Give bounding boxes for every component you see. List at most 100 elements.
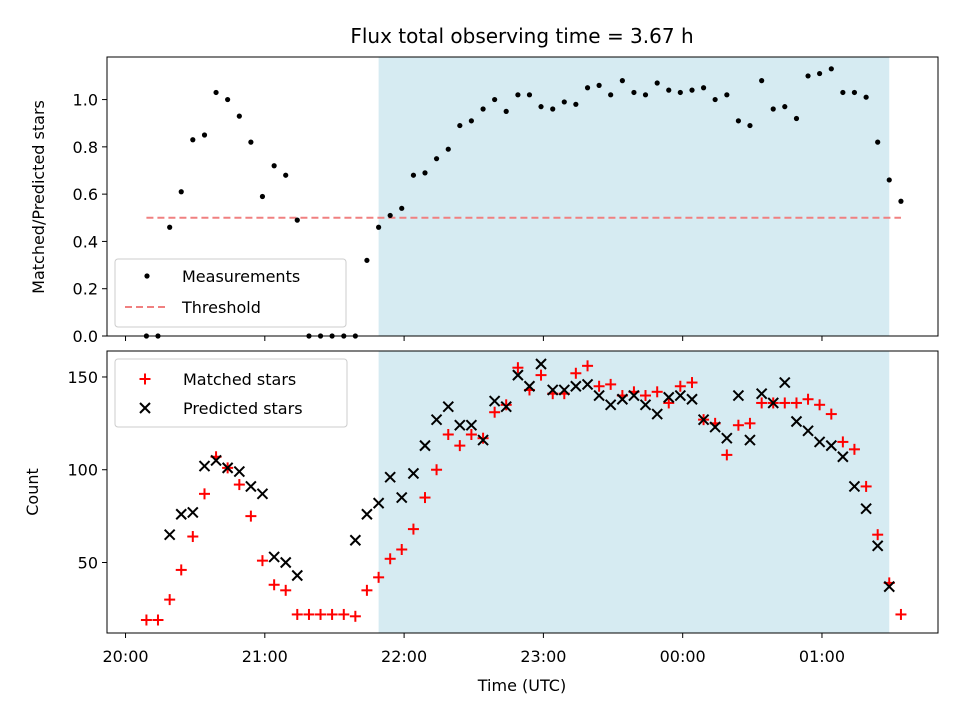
predicted-star-point bbox=[558, 384, 570, 396]
measurement-point bbox=[480, 106, 486, 112]
ratio-legend-box bbox=[114, 258, 347, 328]
matched-star-point bbox=[686, 377, 698, 389]
matched-star-point bbox=[245, 510, 257, 522]
matched-star-point bbox=[431, 464, 443, 476]
predicted-star-point bbox=[755, 387, 768, 400]
matched-star-point bbox=[187, 531, 199, 543]
predicted-star-point bbox=[419, 439, 431, 452]
predicted-star-point bbox=[570, 380, 582, 392]
measurement-point bbox=[190, 137, 196, 143]
measurement-point bbox=[735, 118, 741, 124]
predicted-star-point bbox=[604, 399, 617, 411]
measurement-point bbox=[642, 92, 649, 98]
matched-star-point bbox=[268, 579, 280, 591]
matched-star-point bbox=[407, 523, 419, 535]
y-tick-label: 0.2 bbox=[73, 280, 98, 299]
matched-star-point bbox=[802, 393, 814, 405]
x-tick-label: 00:00 bbox=[660, 647, 706, 666]
predicted-star-point bbox=[407, 467, 420, 480]
matched-star-point bbox=[790, 397, 802, 409]
matched-star-point bbox=[164, 594, 176, 606]
measurement-point bbox=[561, 99, 567, 105]
predicted-star-point bbox=[709, 421, 721, 433]
measurement-point bbox=[550, 106, 556, 112]
matched-star-point bbox=[326, 608, 338, 620]
legend-measurements-label: Measurements bbox=[182, 267, 300, 286]
matched-star-point bbox=[605, 378, 617, 390]
count-legend-box bbox=[114, 358, 348, 428]
predicted-star-point bbox=[871, 540, 884, 552]
predicted-star-point bbox=[268, 551, 280, 563]
matched-star-point bbox=[512, 362, 524, 374]
predicted-star-point bbox=[210, 454, 222, 467]
predicted-star-point bbox=[779, 376, 791, 389]
matched-star-point bbox=[349, 610, 361, 622]
predicted-star-point bbox=[813, 436, 826, 448]
predicted-star-point bbox=[477, 434, 489, 446]
legend-predicted-label: Predicted stars bbox=[183, 399, 303, 418]
measurement-point bbox=[805, 73, 811, 79]
measurement-point bbox=[167, 224, 173, 230]
y-tick-label: 150 bbox=[67, 368, 98, 387]
measurement-point bbox=[201, 132, 208, 138]
matched-star-point bbox=[651, 386, 663, 398]
predicted-star-point bbox=[581, 378, 594, 391]
predicted-star-point bbox=[628, 389, 640, 402]
measurement-point bbox=[248, 139, 254, 145]
matched-star-point bbox=[721, 449, 733, 461]
measurement-point bbox=[584, 85, 591, 91]
matched-star-point bbox=[280, 584, 292, 596]
measurement-point bbox=[526, 92, 533, 98]
predicted-star-point bbox=[233, 465, 246, 478]
predicted-star-point bbox=[430, 413, 443, 426]
y-tick-label: 0.0 bbox=[73, 327, 98, 346]
predicted-star-point bbox=[488, 395, 501, 407]
measurement-point bbox=[689, 87, 695, 93]
measurement-point bbox=[178, 189, 184, 195]
predicted-star-point bbox=[721, 432, 733, 444]
predicted-star-point bbox=[674, 389, 687, 402]
measurement-point bbox=[225, 96, 231, 103]
predicted-star-point bbox=[454, 419, 466, 431]
matched-star-point bbox=[361, 584, 373, 596]
measurement-point bbox=[433, 156, 440, 162]
matched-star-point bbox=[582, 360, 594, 372]
predicted-star-point bbox=[221, 462, 234, 474]
matched-star-point bbox=[396, 544, 408, 556]
predicted-star-point bbox=[802, 425, 814, 437]
matched-star-point bbox=[152, 614, 164, 626]
predicted-star-point bbox=[384, 471, 396, 483]
predicted-star-point bbox=[732, 389, 745, 402]
predicted-star-point bbox=[198, 460, 211, 472]
measurement-point bbox=[422, 170, 428, 176]
predicted-star-point bbox=[790, 415, 803, 428]
predicted-star-point bbox=[639, 399, 652, 411]
legend-plus-glyph bbox=[139, 373, 151, 385]
predicted-star-point bbox=[280, 556, 292, 569]
legend-matched-marker bbox=[139, 373, 151, 385]
predicted-star-point bbox=[465, 419, 478, 431]
predicted-star-point bbox=[396, 491, 408, 504]
y-tick-label: 0.6 bbox=[73, 185, 98, 204]
measurement-point bbox=[817, 70, 823, 77]
predicted-star-point bbox=[848, 480, 861, 493]
y-tick-label: 50 bbox=[78, 554, 98, 573]
matched-star-point bbox=[639, 390, 651, 402]
ratio-y-axis-label: Matched/Predicted stars bbox=[29, 100, 48, 294]
predicted-star-point bbox=[175, 508, 187, 520]
measurement-point bbox=[364, 257, 370, 263]
measurement-point bbox=[724, 92, 730, 98]
measurement-point bbox=[596, 82, 602, 88]
matched-star-point bbox=[338, 608, 350, 620]
predicted-star-point bbox=[361, 508, 373, 520]
measurement-point bbox=[851, 89, 858, 96]
matched-star-point bbox=[848, 443, 860, 455]
predicted-star-point bbox=[663, 391, 675, 404]
predicted-star-point bbox=[442, 400, 454, 413]
y-tick-label: 0.4 bbox=[73, 232, 98, 251]
y-tick-label: 100 bbox=[67, 461, 98, 480]
measurement-point bbox=[387, 212, 393, 219]
matched-star-point bbox=[454, 440, 466, 452]
matched-star-point bbox=[895, 608, 907, 620]
